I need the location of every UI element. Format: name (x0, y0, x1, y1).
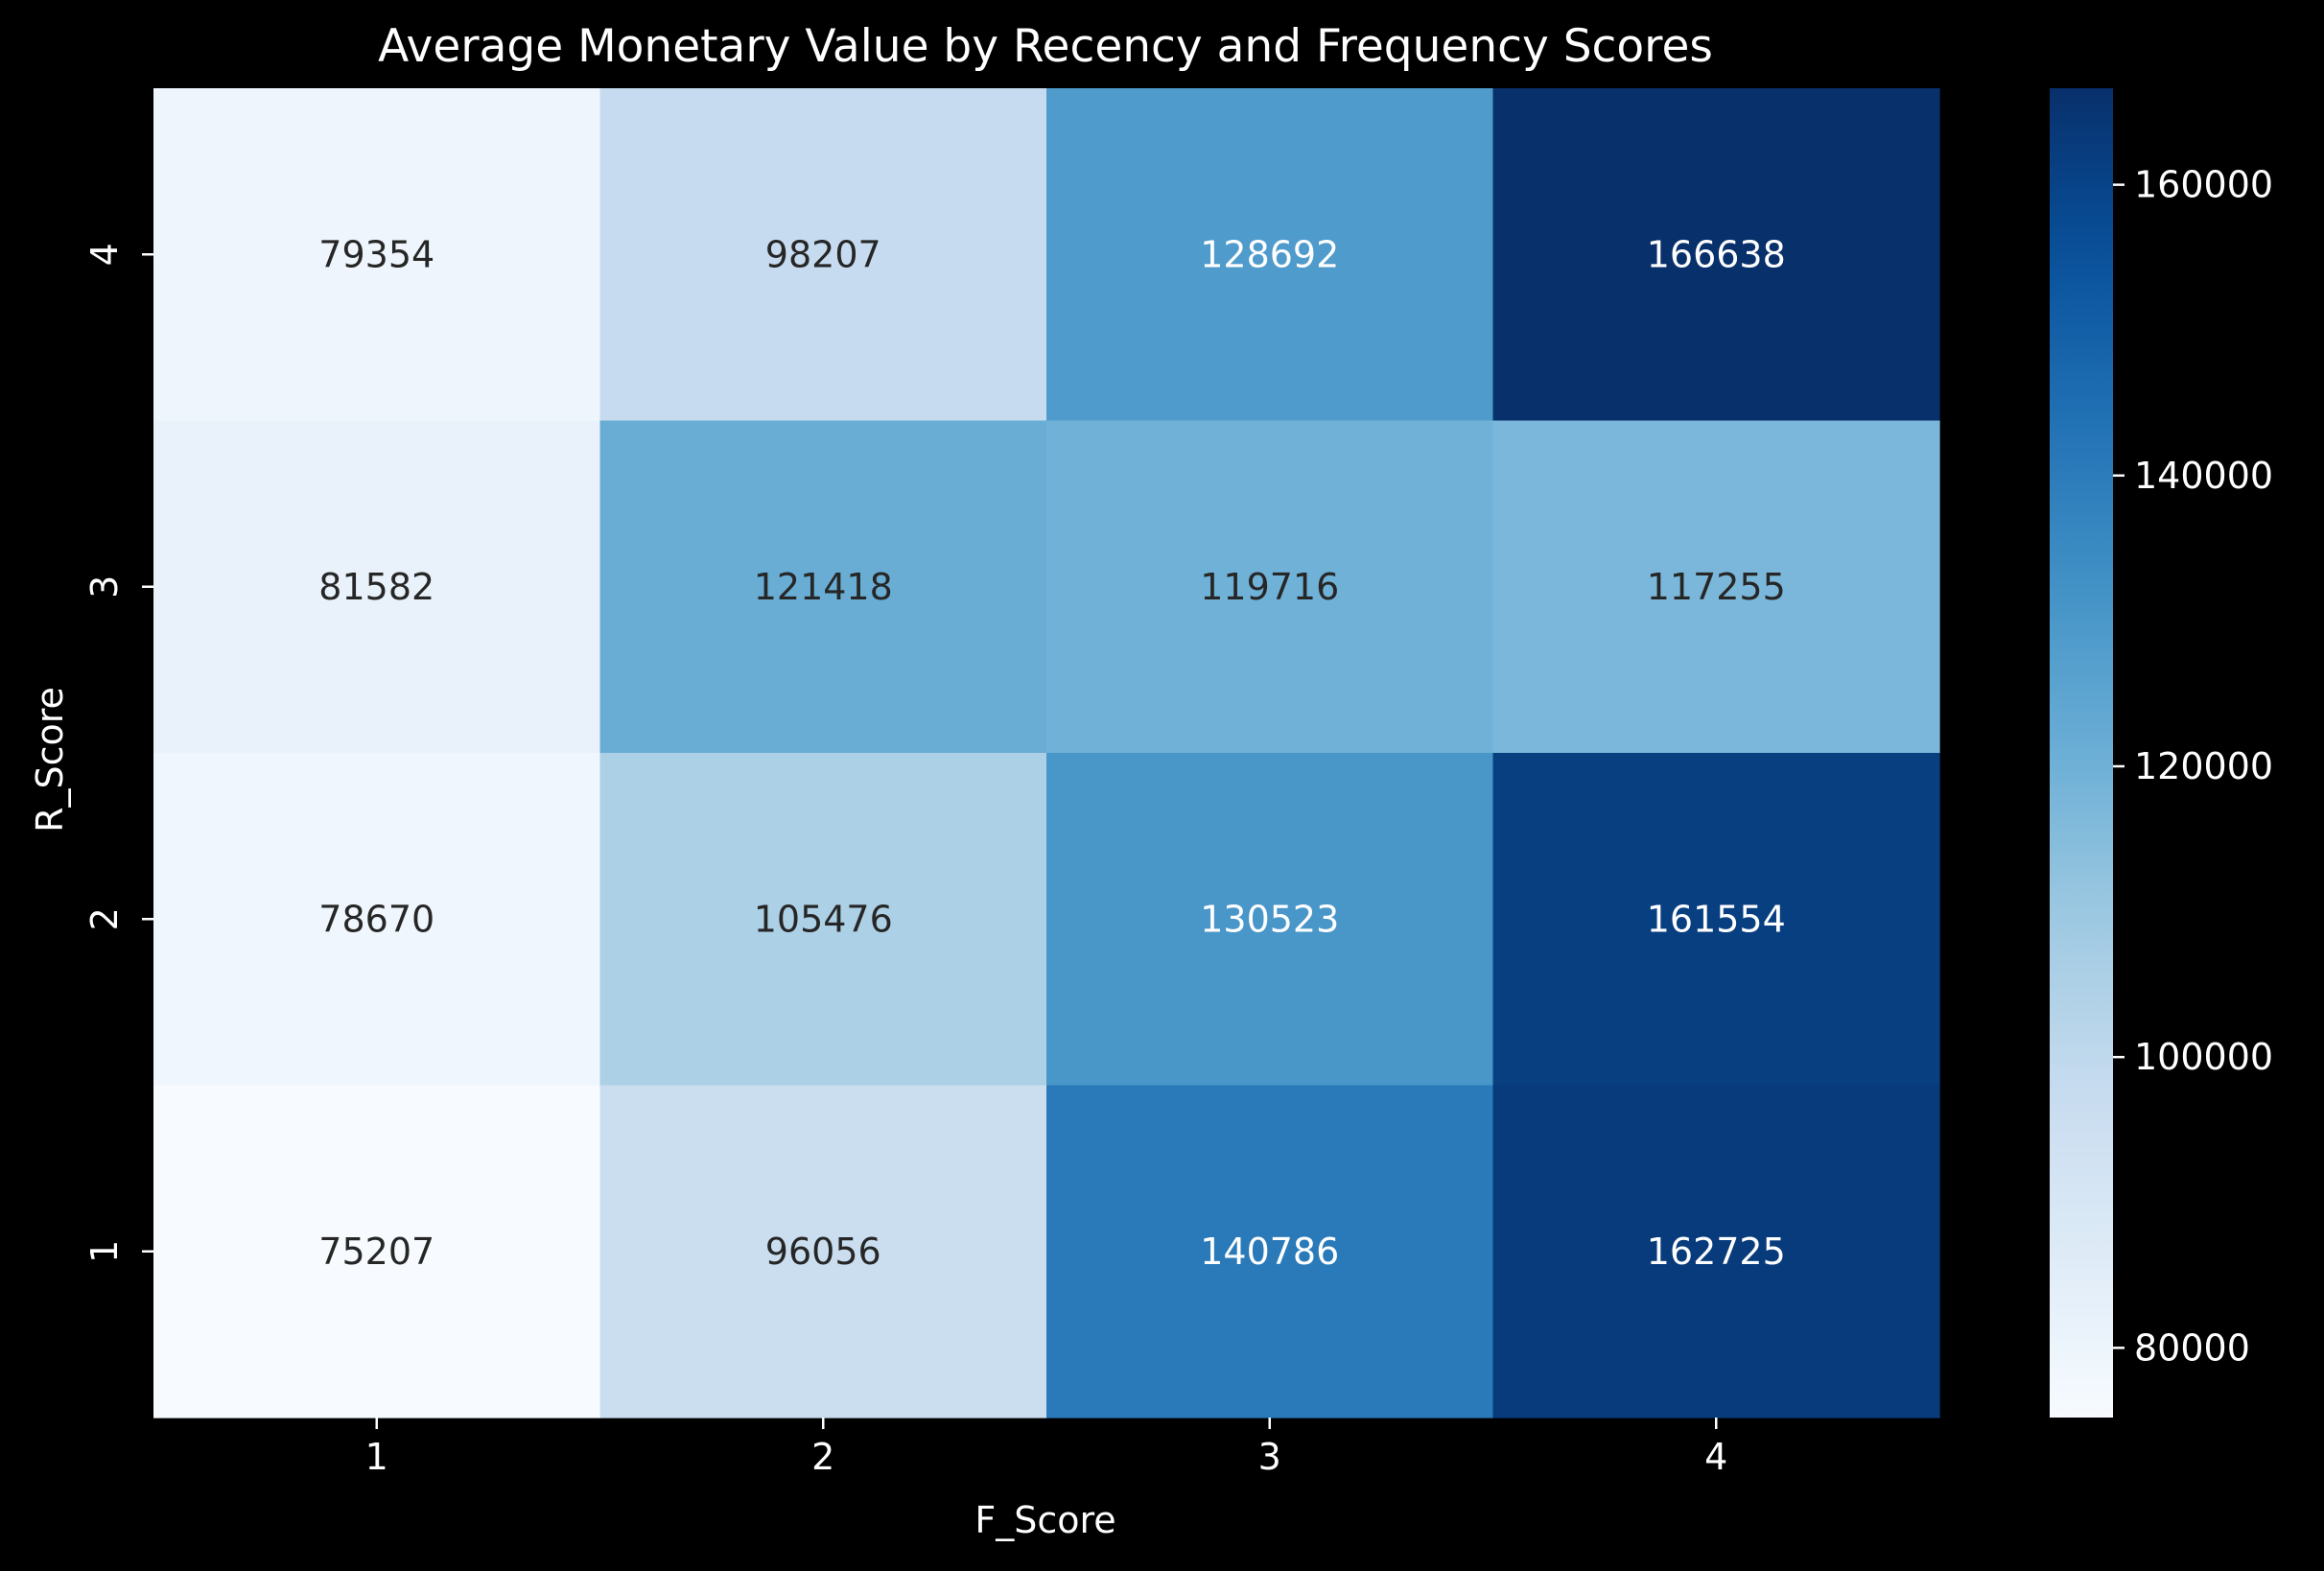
x-axis-ticks: 1 2 3 4 (365, 1418, 1727, 1478)
heatmap-cell (1046, 1085, 1494, 1419)
y-axis-ticks: 4 3 2 1 (83, 243, 153, 1263)
heatmap-cell (1492, 88, 1940, 422)
heatmap-cell (599, 420, 1047, 754)
cell-value-label: 79354 (318, 233, 434, 275)
colorbar-ticks: 80000 100000 120000 140000 160000 (2113, 164, 2273, 1369)
heatmap-cell (153, 1085, 601, 1419)
y-tick-label: 3 (83, 575, 126, 598)
cell-value-label: 128692 (1200, 233, 1339, 275)
cell-value-label: 81582 (318, 566, 434, 608)
heatmap-cell (153, 88, 601, 422)
x-axis-label: F_Score (974, 1499, 1115, 1541)
heatmap-cell (153, 753, 601, 1087)
cell-value-label: 96056 (765, 1231, 881, 1273)
cell-value-label: 162725 (1647, 1231, 1786, 1273)
cell-value-label: 130523 (1200, 898, 1339, 940)
x-tick-label: 2 (811, 1436, 834, 1478)
cell-value-label: 161554 (1647, 898, 1786, 940)
heatmap-cell (599, 753, 1047, 1087)
cell-value-label: 117255 (1647, 566, 1786, 608)
colorbar-tick-label: 120000 (2134, 745, 2273, 787)
heatmap-cell (599, 1085, 1047, 1419)
colorbar-tick-label: 100000 (2134, 1036, 2273, 1078)
y-tick-label: 1 (83, 1240, 126, 1263)
cell-value-label: 166638 (1647, 233, 1786, 275)
cell-value-label: 75207 (318, 1231, 434, 1273)
cell-value-label: 78670 (318, 898, 434, 940)
chart-title: Average Monetary Value by Recency and Fr… (378, 20, 1713, 73)
x-tick-label: 4 (1704, 1436, 1727, 1478)
heatmap-cell (153, 420, 601, 754)
heatmap-cells: 79354 98207 128692 166638 81582 121418 119716 1… (153, 88, 1940, 1419)
colorbar-tick-label: 80000 (2134, 1326, 2250, 1369)
x-tick-label: 1 (365, 1436, 388, 1478)
colorbar-tick-label: 160000 (2134, 164, 2273, 206)
heatmap-cell (1492, 753, 1940, 1087)
colorbar: 80000 100000 120000 140000 160000 (2050, 88, 2273, 1418)
x-tick-label: 3 (1258, 1436, 1281, 1478)
heatmap-cell (1492, 420, 1940, 754)
y-tick-label: 4 (83, 243, 126, 266)
y-tick-label: 2 (83, 907, 126, 930)
y-axis-label: R_Score (29, 687, 71, 832)
cell-value-label: 121418 (754, 566, 893, 608)
heatmap-cell (1046, 88, 1494, 422)
cell-value-label: 98207 (765, 233, 881, 275)
heatmap-cell (1046, 753, 1494, 1087)
cell-value-label: 105476 (754, 898, 893, 940)
cell-value-label: 140786 (1200, 1231, 1339, 1273)
cell-value-label: 119716 (1200, 566, 1339, 608)
colorbar-tick-label: 140000 (2134, 455, 2273, 497)
heatmap-cell (1492, 1085, 1940, 1419)
heatmap-cell (599, 88, 1047, 422)
colorbar-gradient (2050, 88, 2113, 1418)
heatmap-cell (1046, 420, 1494, 754)
